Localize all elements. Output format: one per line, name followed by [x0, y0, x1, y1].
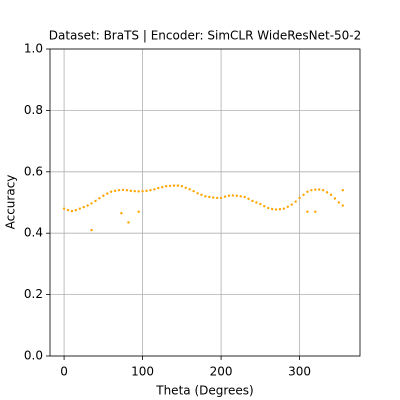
scatter-point [341, 204, 344, 207]
scatter-point [314, 210, 317, 213]
scatter-point [251, 199, 254, 203]
scatter-point [282, 207, 286, 210]
scatter-point [318, 188, 321, 191]
scatter-point [325, 191, 329, 194]
scatter-point [231, 194, 235, 197]
y-tick-label: 0.6 [24, 164, 43, 178]
scatter-point [70, 209, 74, 213]
scatter-point [243, 195, 246, 199]
y-tick-label: 1.0 [24, 42, 43, 56]
scatter-point [215, 196, 219, 200]
y-axis-label: Accuracy [4, 175, 18, 230]
x-tick-label: 200 [210, 365, 233, 379]
scatter-point [310, 189, 313, 192]
scatter-point [270, 207, 274, 211]
scatter-point [239, 195, 242, 198]
scatter-point [102, 194, 105, 197]
scatter-point [176, 184, 180, 187]
scatter-point [74, 208, 78, 212]
scatter-point [164, 185, 168, 188]
scatter-point [286, 205, 290, 208]
scatter-point [109, 190, 113, 193]
scatter-point [161, 185, 164, 189]
scatter-point [172, 184, 176, 187]
x-tick-label: 0 [60, 365, 68, 379]
scatter-point [141, 189, 144, 193]
scatter-point [337, 201, 341, 204]
scatter-point [219, 196, 223, 200]
y-tick-label: 0.8 [24, 103, 43, 117]
scatter-point [180, 185, 184, 188]
scatter-point [196, 192, 199, 195]
scatter-point [125, 189, 129, 192]
y-tick-label: 0.2 [24, 287, 43, 301]
marks [62, 184, 344, 232]
scatter-point [168, 184, 172, 188]
scatter-point [274, 208, 278, 211]
scatter-point [259, 202, 262, 206]
scatter-point [192, 189, 195, 193]
scatter-point [333, 197, 337, 200]
scatter-point [278, 208, 282, 211]
scatter-point [145, 189, 148, 193]
x-axis-label: Theta (Degrees) [155, 384, 253, 398]
scatter-point [113, 189, 117, 193]
scatter-point [157, 186, 160, 190]
scatter-point [290, 203, 293, 206]
scatter-point [133, 189, 136, 193]
scatter-point [127, 221, 130, 224]
scatter-point [117, 189, 121, 192]
scatter-point [188, 188, 191, 191]
scatter-point [212, 196, 215, 199]
scatter-point [223, 195, 227, 198]
scatter-point [341, 189, 344, 192]
scatter-point [98, 197, 101, 200]
scatter-point [94, 199, 97, 203]
scatter-point [82, 205, 85, 209]
scatter-point [208, 195, 211, 199]
scatter-point [120, 212, 123, 215]
scatter-point [306, 190, 309, 193]
scatter-point [298, 196, 301, 200]
x-tick-label: 300 [288, 365, 311, 379]
scatter-point [255, 201, 258, 204]
scatter-point [66, 208, 70, 212]
plot-frame [49, 48, 361, 357]
scatter-point [129, 189, 133, 193]
scatter-point [302, 193, 305, 197]
scatter-point [106, 192, 109, 195]
scatter-point [314, 188, 317, 191]
scatter-point [149, 189, 152, 192]
scatter-point [90, 202, 93, 205]
scatter-point [204, 195, 207, 198]
scatter-point [235, 194, 238, 197]
scatter-point [200, 193, 203, 197]
scatter-point [266, 206, 270, 210]
scatter-point [137, 210, 140, 213]
scatter-point [263, 204, 266, 208]
scatter-point [137, 190, 140, 193]
scatter-point [90, 228, 93, 232]
y-tick-label: 0.0 [24, 349, 43, 363]
scatter-point [227, 194, 231, 197]
scatter-point [329, 193, 333, 197]
scatter-point [321, 189, 325, 192]
scatter-point [247, 197, 250, 201]
scatter-point [184, 186, 187, 189]
y-tick-label: 0.4 [24, 226, 43, 240]
chart-title: Dataset: BraTS | Encoder: SimCLR WideRes… [49, 29, 362, 43]
scatter-point [86, 204, 89, 207]
scatter-point [153, 188, 156, 191]
scatter-point [294, 200, 297, 203]
scatter-point [121, 188, 125, 192]
x-tick-label: 100 [131, 365, 154, 379]
scatter-point [62, 207, 66, 210]
scatter-point [306, 210, 309, 213]
scatter-point [78, 207, 81, 210]
